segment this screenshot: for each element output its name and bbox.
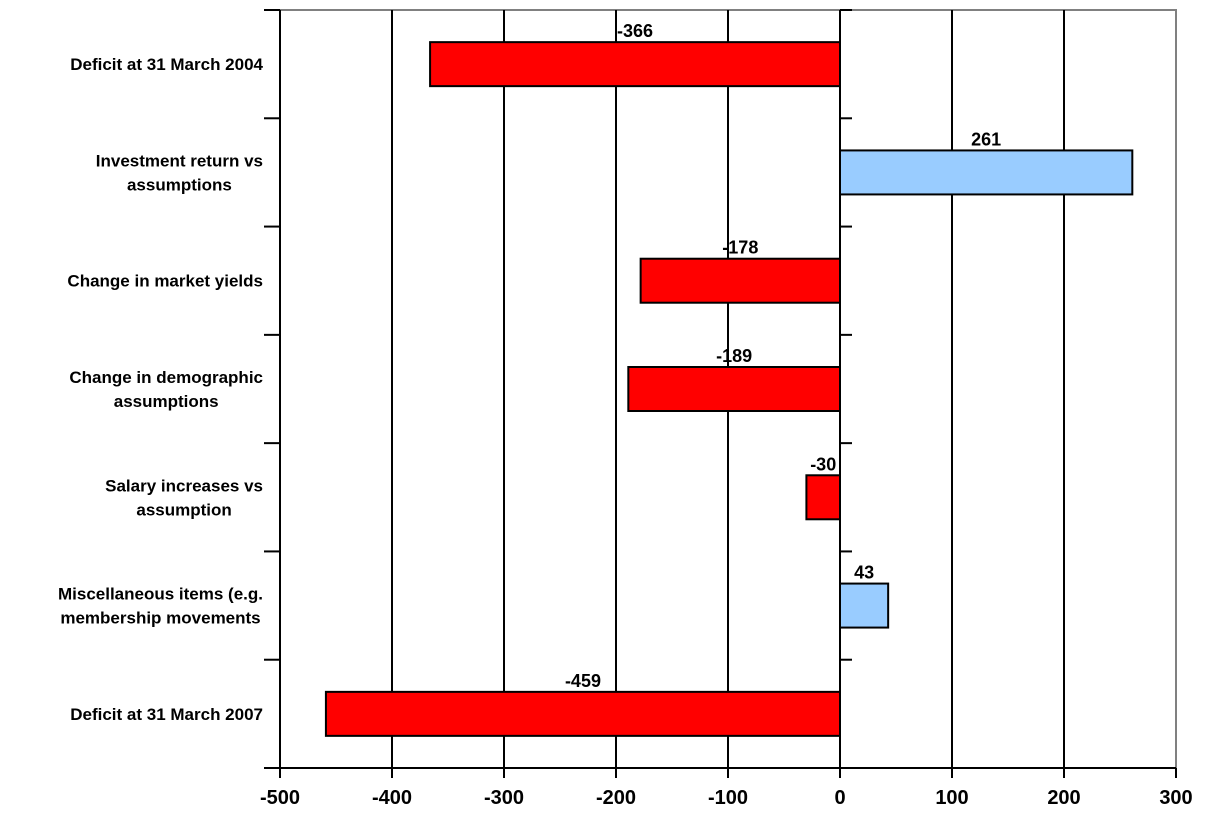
x-tick-label: 300 [1159,787,1192,809]
bar [639,257,842,304]
category-label: Miscellaneous items (e.g. membership move… [58,585,263,628]
data-label: 43 [854,563,874,583]
data-label: -459 [565,671,601,691]
bars [324,41,1134,737]
x-tick-label: -300 [484,787,524,809]
bar [627,366,841,412]
category-label: Investment return vs assumptions [96,151,263,194]
bar [429,41,841,88]
data-label: -178 [722,238,758,258]
data-label: -30 [810,454,836,474]
x-tick-label: -200 [596,787,636,809]
bar [839,582,890,629]
category-label: Deficit at 31 March 2007 [70,705,263,724]
category-label: Deficit at 31 March 2004 [70,55,263,74]
x-tick-label: 100 [935,787,968,809]
data-label: -189 [716,346,752,366]
category-label: Change in market yields [67,272,263,291]
bar [324,690,842,737]
axes [264,9,1177,778]
x-tick-label: -400 [372,787,412,809]
category-label: Change in demographic assumptions [69,368,263,411]
labels: -500 -400 -300 -200 -100 0 100 200 300 -366 Defici… [58,21,1193,809]
bar [805,474,842,521]
bar [839,149,1134,196]
data-label: -366 [617,21,653,41]
category-label: Salary increases vs assumption [105,476,263,519]
x-tick-label: -500 [260,787,300,809]
x-tick-label: -100 [708,787,748,809]
x-tick-label: 0 [834,787,845,809]
x-tick-label: 200 [1047,787,1080,809]
data-label: 261 [971,129,1001,149]
